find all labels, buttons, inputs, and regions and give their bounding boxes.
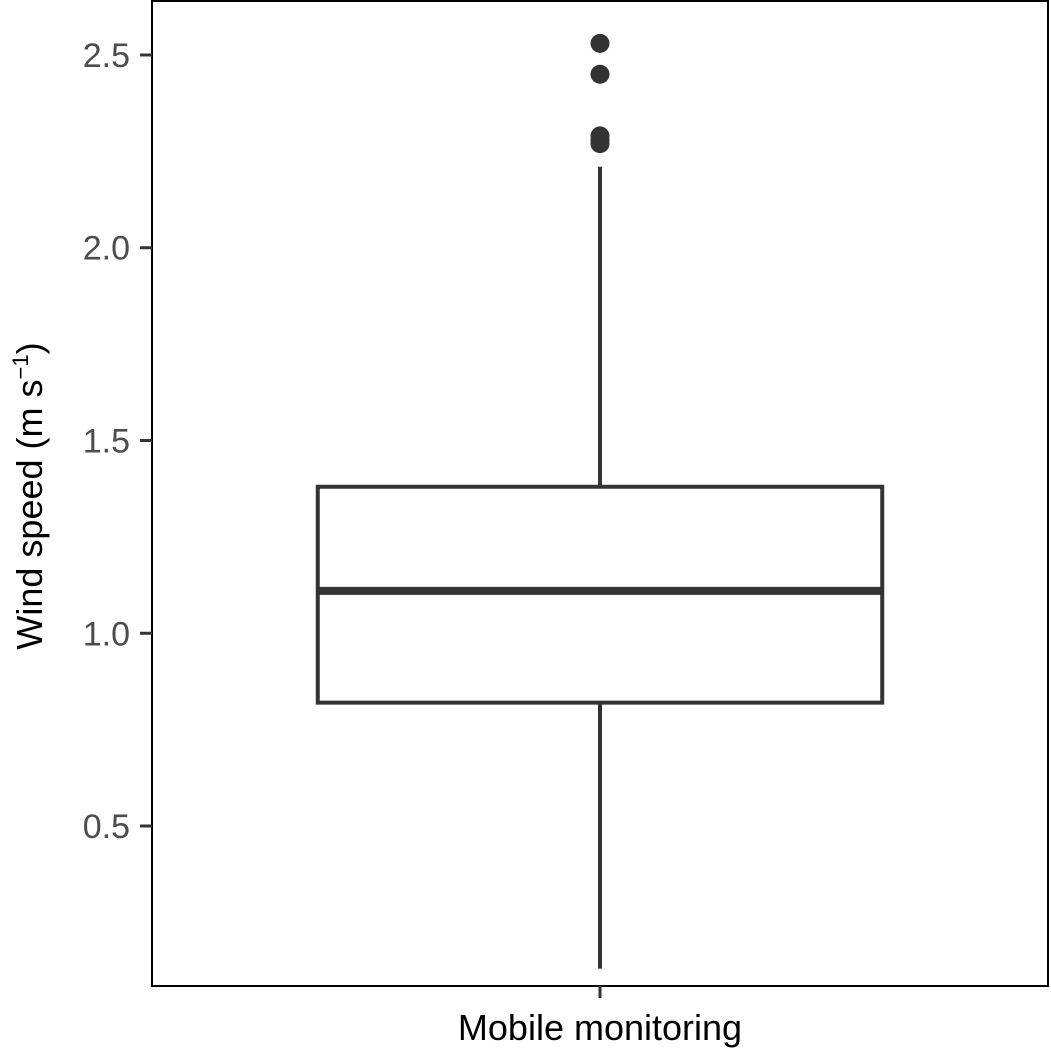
- y-tick-label: 2.0: [83, 230, 130, 268]
- box-series: [315, 33, 885, 969]
- y-tick-label: 2.5: [83, 37, 130, 75]
- box-group: [315, 33, 885, 969]
- outlier-point: [590, 134, 610, 154]
- y-tick-label: 0.5: [83, 808, 130, 846]
- outlier-point: [590, 33, 610, 53]
- y-axis-title-superscript: −1: [8, 354, 33, 379]
- y-axis-title: Wind speed (m s−1): [8, 342, 50, 649]
- x-tick-label: Mobile monitoring: [458, 1007, 742, 1048]
- y-tick-label: 1.0: [83, 615, 130, 653]
- y-axis-title-main: Wind speed (m s: [9, 380, 50, 650]
- y-axis-title-close: ): [9, 342, 50, 354]
- x-axis: Mobile monitoring: [458, 986, 742, 1048]
- outlier-point: [590, 64, 610, 84]
- y-tick-label: 1.5: [83, 422, 130, 460]
- y-axis: 0.5 1.0 1.5 2.0 2.5: [83, 37, 152, 846]
